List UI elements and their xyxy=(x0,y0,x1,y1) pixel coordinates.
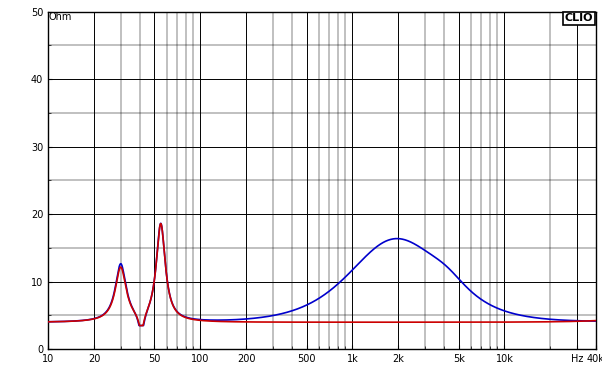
Text: Ohm: Ohm xyxy=(48,12,72,22)
Text: CLIO: CLIO xyxy=(565,13,593,23)
